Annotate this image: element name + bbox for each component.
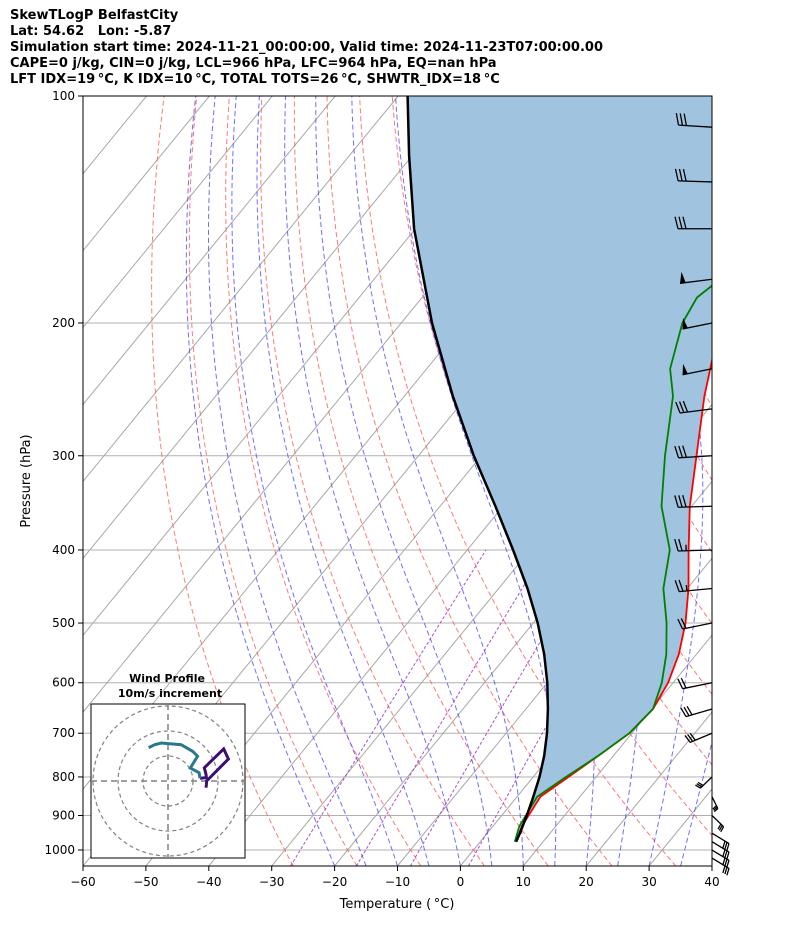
- x-tick-label: 10: [516, 875, 531, 889]
- isotherm-line: [711, 865, 712, 866]
- profile-lines-layer: [406, 96, 712, 843]
- mixing-ratio-line: [290, 549, 487, 866]
- wind-barb: [674, 579, 713, 593]
- wind-barb: [682, 318, 713, 330]
- hodograph-trace-upper: [199, 746, 231, 788]
- wind-barb: [677, 618, 713, 630]
- wind-barb: [675, 400, 713, 414]
- isotherm-line: [83, 96, 462, 560]
- wind-barb: [711, 841, 730, 860]
- wind-barb: [680, 705, 713, 718]
- moist-adiabat-line: [185, 96, 336, 866]
- x-tick-label: 30: [641, 875, 656, 889]
- wind-barb: [711, 796, 719, 813]
- title-line-indices: LFT IDX=19 °C, K IDX=10 °C, TOTAL TOTS=2…: [10, 72, 500, 87]
- mixing-ratio-line: [409, 549, 595, 866]
- isotherm-line: [585, 711, 712, 866]
- moist-adiabat-line: [395, 96, 557, 866]
- moist-adiabat-line: [315, 96, 493, 866]
- y-tick-label: 200: [52, 316, 75, 330]
- parcel-line: [406, 96, 550, 843]
- wind-profile-inset: Wind Profile 10m/s increment: [90, 672, 246, 859]
- x-tick-label: −30: [259, 875, 284, 889]
- dry-adiabat-line: [718, 96, 794, 866]
- moist-adiabat-line: [208, 96, 367, 866]
- x-tick-label: −60: [70, 875, 95, 889]
- cape-fill-layer: [407, 96, 712, 842]
- wind-barb: [675, 113, 713, 128]
- moist-adiabat-line: [351, 96, 524, 866]
- wind-barb: [674, 168, 713, 183]
- y-tick-label: 300: [52, 449, 75, 463]
- axis-ticks-layer: −60 −50 −40 −30 −20 −10 0 10 20 30 40 100 200 300 400 5…: [44, 89, 719, 889]
- title-block: SkewTLogP BelfastCity Lat: 54.62 Lon: -5…: [10, 8, 603, 88]
- hodograph-trace-lower: [148, 741, 202, 779]
- mixing-ratio-line: [355, 549, 547, 866]
- wind-barb: [695, 776, 713, 789]
- cape-shaded-area: [407, 96, 712, 842]
- wind-barb: [684, 732, 713, 743]
- dry-adiabat-line: [293, 96, 549, 866]
- title-line-location: Lat: 54.62 Lon: -5.87: [10, 24, 172, 39]
- x-tick-label: −40: [196, 875, 221, 889]
- moist-adiabat-line: [231, 96, 398, 866]
- dry-adiabat-line: [151, 96, 294, 866]
- y-axis-label: Pressure (hPa): [19, 434, 34, 527]
- wind-barb: [711, 815, 725, 833]
- title-line-cape: CAPE=0 j/kg, CIN=0 j/kg, LCL=966 hPa, LF…: [10, 56, 497, 71]
- dry-adiabat-line: [326, 96, 613, 866]
- y-tick-label: 900: [52, 809, 75, 823]
- wind-barb: [674, 216, 712, 230]
- moist-adiabat-line: [711, 864, 712, 866]
- wind-barb: [679, 271, 713, 284]
- isotherm-line: [775, 96, 794, 866]
- dry-adiabat-line: [359, 96, 677, 866]
- wind-barb: [674, 445, 713, 459]
- isotherm-line: [83, 96, 210, 252]
- isotherm-line: [83, 96, 273, 329]
- moist-adiabat-line: [256, 96, 430, 866]
- dry-adiabat-line: [783, 96, 794, 866]
- isotherm-line: [397, 480, 712, 866]
- dry-adiabat-line: [751, 96, 794, 866]
- y-tick-label: 700: [52, 726, 75, 740]
- hodograph-ring: [117, 730, 219, 832]
- y-tick-label: 800: [52, 770, 75, 784]
- dry-adiabat-line: [260, 96, 485, 866]
- wind-barb: [711, 857, 730, 876]
- moist-adiabat-line: [284, 96, 461, 866]
- x-tick-label: −20: [322, 875, 347, 889]
- title-line-station: SkewTLogP BelfastCity: [10, 8, 179, 23]
- x-tick-label: −10: [385, 875, 410, 889]
- y-tick-label: 500: [52, 616, 75, 630]
- y-tick-label: 400: [52, 543, 75, 557]
- dry-adiabat-line: [225, 96, 422, 866]
- title-line-time: Simulation start time: 2024-11-21_00:00:…: [10, 40, 603, 55]
- x-tick-label: 40: [704, 875, 719, 889]
- wind-barb: [674, 538, 713, 552]
- x-tick-label: 20: [579, 875, 594, 889]
- dry-adiabat-line: [188, 96, 358, 866]
- isotherm-line: [522, 634, 712, 866]
- wind-barb: [674, 494, 713, 508]
- inset-title-line1: Wind Profile: [129, 672, 205, 685]
- wind-barb: [677, 677, 713, 690]
- y-tick-label: 600: [52, 676, 75, 690]
- wind-barb: [682, 363, 713, 376]
- y-tick-label: 1000: [44, 843, 75, 857]
- wind-barbs-layer: [674, 113, 730, 876]
- wind-barb: [711, 849, 730, 868]
- y-tick-label: 100: [52, 89, 75, 103]
- x-tick-label: 0: [457, 875, 465, 889]
- dewpoint-line: [513, 284, 712, 842]
- x-axis-label: Temperature ( °C): [339, 897, 455, 912]
- x-tick-label: −50: [133, 875, 158, 889]
- inset-title-line2: 10m/s increment: [118, 687, 222, 700]
- wind-barb: [711, 832, 730, 851]
- isotherm-line: [83, 96, 336, 406]
